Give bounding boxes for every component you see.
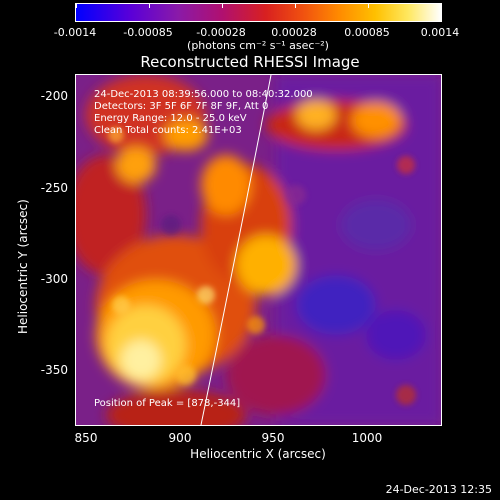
colorbar [75, 3, 442, 22]
colorbar-tick-label: 0.00028 [271, 26, 317, 39]
x-tick-label: 900 [168, 431, 192, 445]
method-label: Clean Total counts: 2.41E+03 [94, 125, 242, 136]
colorbar-unit: (photons cm⁻² s⁻¹ asec⁻²) [187, 39, 329, 52]
rhessi-image-plot [75, 74, 442, 426]
y-tick-label: -200 [40, 89, 68, 103]
detectors-label: Detectors: 3F 5F 6F 7F 8F 9F, Att 0 [94, 101, 269, 112]
time-range-label: 24-Dec-2013 08:39:56.000 to 08:40:32.000 [94, 89, 313, 100]
colorbar-tick-label: 0.00085 [344, 26, 390, 39]
colorbar-tick-label: -0.0014 [53, 26, 97, 39]
y-tick-label: -250 [40, 181, 68, 195]
rhessi-image [76, 75, 441, 425]
x-tick-label: 1000 [351, 431, 383, 445]
y-tick-label: -300 [40, 272, 68, 286]
x-axis-label: Heliocentric X (arcsec) [190, 447, 326, 461]
image-title: Reconstructed RHESSI Image [140, 53, 360, 71]
energy-range-label: Energy Range: 12.0 - 25.0 keV [94, 113, 247, 124]
colorbar-tick-label: -0.00028 [196, 26, 246, 39]
x-tick-label: 950 [261, 431, 285, 445]
colorbar-tick-label: 0.0014 [420, 26, 460, 39]
y-axis-label: Heliocentric Y (arcsec) [16, 199, 30, 334]
peak-position-label: Position of Peak = [878,-344] [94, 398, 241, 409]
generation-timestamp: 24-Dec-2013 12:35 [385, 483, 492, 496]
x-tick-label: 850 [74, 431, 98, 445]
colorbar-tick-label: -0.00085 [123, 26, 173, 39]
y-tick-label: -350 [40, 363, 68, 377]
